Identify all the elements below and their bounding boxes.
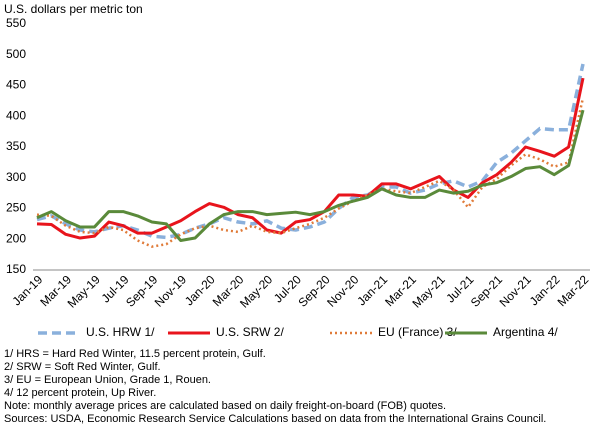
x-tick-label: Nov-20 — [324, 272, 361, 309]
y-tick-label: 150 — [6, 262, 26, 276]
y-tick-label: 250 — [6, 201, 26, 215]
legend-label: EU (France) 3/ — [378, 325, 457, 339]
note: 3/ EU = European Union, Grade 1, Rouen. — [4, 374, 211, 386]
x-tick-label: Nov-21 — [497, 272, 534, 309]
note: 2/ SRW = Soft Red Winter, Gulf. — [4, 361, 161, 373]
x-tick-label: May-21 — [409, 272, 447, 310]
x-tick-label: May-20 — [237, 272, 275, 310]
y-tick-label: 400 — [6, 108, 26, 122]
x-tick-label: May-19 — [65, 272, 103, 310]
legend-label: U.S. SRW 2/ — [216, 325, 284, 339]
y-tick-label: 450 — [6, 78, 26, 92]
y-tick-label: 500 — [6, 47, 26, 61]
x-tick-label: Mar-22 — [555, 272, 592, 309]
note: Note: monthly average prices are calcula… — [4, 400, 446, 412]
x-tick-label: Nov-19 — [152, 272, 189, 309]
note: 4/ 12 percent protein, Up River. — [4, 387, 156, 399]
series-line — [36, 109, 585, 242]
y-axis-title: U.S. dollars per metric ton — [4, 2, 143, 16]
y-tick-label: 200 — [6, 231, 26, 245]
y-tick-label: 550 — [6, 16, 26, 30]
y-tick-label: 350 — [6, 139, 26, 153]
note: Sources: USDA, Economic Research Service… — [4, 413, 546, 425]
series-line — [36, 63, 585, 240]
series-line — [36, 77, 585, 240]
legend-label: U.S. HRW 1/ — [86, 325, 155, 339]
legend-label: Argentina 4/ — [493, 325, 558, 339]
y-tick-label: 300 — [6, 170, 26, 184]
note: 1/ HRS = Hard Red Winter, 11.5 percent p… — [4, 348, 266, 360]
